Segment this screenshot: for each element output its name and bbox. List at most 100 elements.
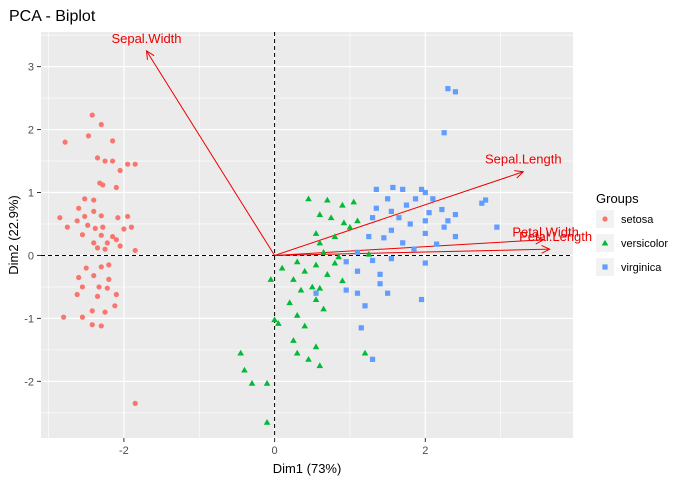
versicolor-point	[263, 379, 271, 386]
setosa-point	[98, 121, 104, 128]
versicolor-point	[312, 230, 320, 236]
versicolor-point	[312, 296, 320, 302]
arrow-label-petal-length: Petal.Length	[519, 229, 592, 244]
versicolor-point	[350, 198, 358, 205]
setosa-point	[109, 158, 116, 164]
virginica-point	[430, 196, 436, 202]
virginica-point	[354, 290, 361, 296]
setosa-point	[117, 167, 123, 174]
versicolor-point	[361, 349, 369, 356]
setosa-point	[94, 293, 101, 299]
setosa-point	[113, 184, 119, 191]
setosa-point	[85, 222, 91, 228]
virginica-point	[362, 303, 368, 309]
virginica-point	[418, 186, 425, 192]
setosa-point	[113, 291, 119, 298]
versicolor-point	[312, 343, 320, 350]
setosa-point	[98, 213, 104, 219]
virginica-point	[422, 230, 428, 237]
versicolor-point	[335, 253, 342, 260]
virginica-point	[369, 215, 376, 221]
versicolor-point	[316, 284, 324, 291]
versicolor-point	[365, 250, 373, 257]
versicolor-point	[248, 379, 256, 386]
setosa-point	[106, 276, 112, 282]
y-tick-label: 2	[28, 125, 34, 137]
versicolor-point	[293, 349, 301, 356]
virginica-point	[388, 256, 394, 262]
versicolor-point	[286, 299, 293, 306]
virginica-point	[390, 184, 396, 191]
virginica-point	[441, 130, 447, 136]
setosa-point	[104, 285, 110, 291]
virginica-point	[369, 257, 376, 264]
virginica-point	[343, 287, 349, 293]
setosa-point	[112, 303, 118, 309]
setosa-point	[115, 215, 121, 221]
virginica-point	[407, 221, 413, 227]
virginica-point	[385, 196, 391, 202]
virginica-point	[411, 246, 417, 252]
versicolor-point	[275, 320, 282, 326]
arrow-label-sepal-length: Sepal.Length	[485, 152, 562, 167]
setosa-point	[91, 240, 97, 246]
legend-symbol-virginica	[602, 264, 608, 270]
x-tick-label: 2	[422, 445, 428, 457]
virginica-point	[396, 215, 402, 221]
versicolor-point	[290, 276, 297, 282]
versicolor-point	[316, 211, 324, 218]
setosa-point	[79, 314, 86, 320]
virginica-point	[400, 186, 406, 192]
legend-symbol-versicolor	[601, 239, 609, 246]
setosa-point	[104, 240, 110, 246]
setosa-point	[91, 197, 97, 203]
setosa-point	[94, 155, 101, 161]
y-tick-label: 0	[28, 250, 34, 262]
versicolor-point	[241, 366, 248, 373]
virginica-point	[373, 186, 379, 192]
setosa-point	[82, 213, 88, 220]
virginica-point	[354, 268, 361, 274]
arrows	[145, 49, 551, 256]
versicolor-point	[324, 271, 331, 277]
versicolor-point	[316, 362, 324, 369]
setosa-point	[132, 161, 138, 167]
setosa-point	[83, 265, 89, 271]
setosa-point	[94, 245, 101, 251]
virginica-point	[313, 290, 319, 296]
arrowhead-petal-length	[541, 244, 551, 254]
virginica-point	[403, 202, 410, 208]
virginica-point	[445, 86, 451, 92]
setosa-point	[79, 284, 86, 290]
setosa-point	[109, 233, 116, 240]
setosa-point	[106, 262, 112, 268]
legend-label-versicolor: versicolor	[621, 238, 668, 250]
setosa-point	[64, 224, 70, 230]
axis-ticks: -2 0 2 -2 -1 0 1 2 3	[24, 62, 428, 457]
arrow-petal-length	[274, 248, 550, 256]
y-tick-label: 3	[28, 62, 34, 74]
setosa-point	[92, 225, 98, 231]
legend-label-virginica: virginica	[621, 262, 662, 274]
setosa-point	[132, 400, 138, 406]
versicolor-point	[271, 316, 278, 323]
versicolor-point	[320, 305, 327, 312]
virginica-point	[494, 224, 500, 230]
virginica-point	[366, 233, 372, 240]
virginica-point	[385, 290, 391, 296]
setosa-point	[121, 226, 127, 232]
setosa-point	[102, 158, 108, 164]
virginica-point	[343, 259, 349, 265]
versicolor-point	[312, 261, 320, 268]
setosa-point	[117, 243, 123, 249]
setosa-point	[125, 161, 131, 167]
virginica-point	[422, 260, 428, 266]
setosa-point	[98, 264, 104, 270]
setosa-point	[76, 274, 82, 281]
virginica-point	[479, 200, 485, 206]
setosa-point	[132, 247, 138, 254]
setosa-point	[74, 218, 80, 224]
virginica-point	[418, 296, 425, 303]
setosa-point	[102, 309, 108, 315]
